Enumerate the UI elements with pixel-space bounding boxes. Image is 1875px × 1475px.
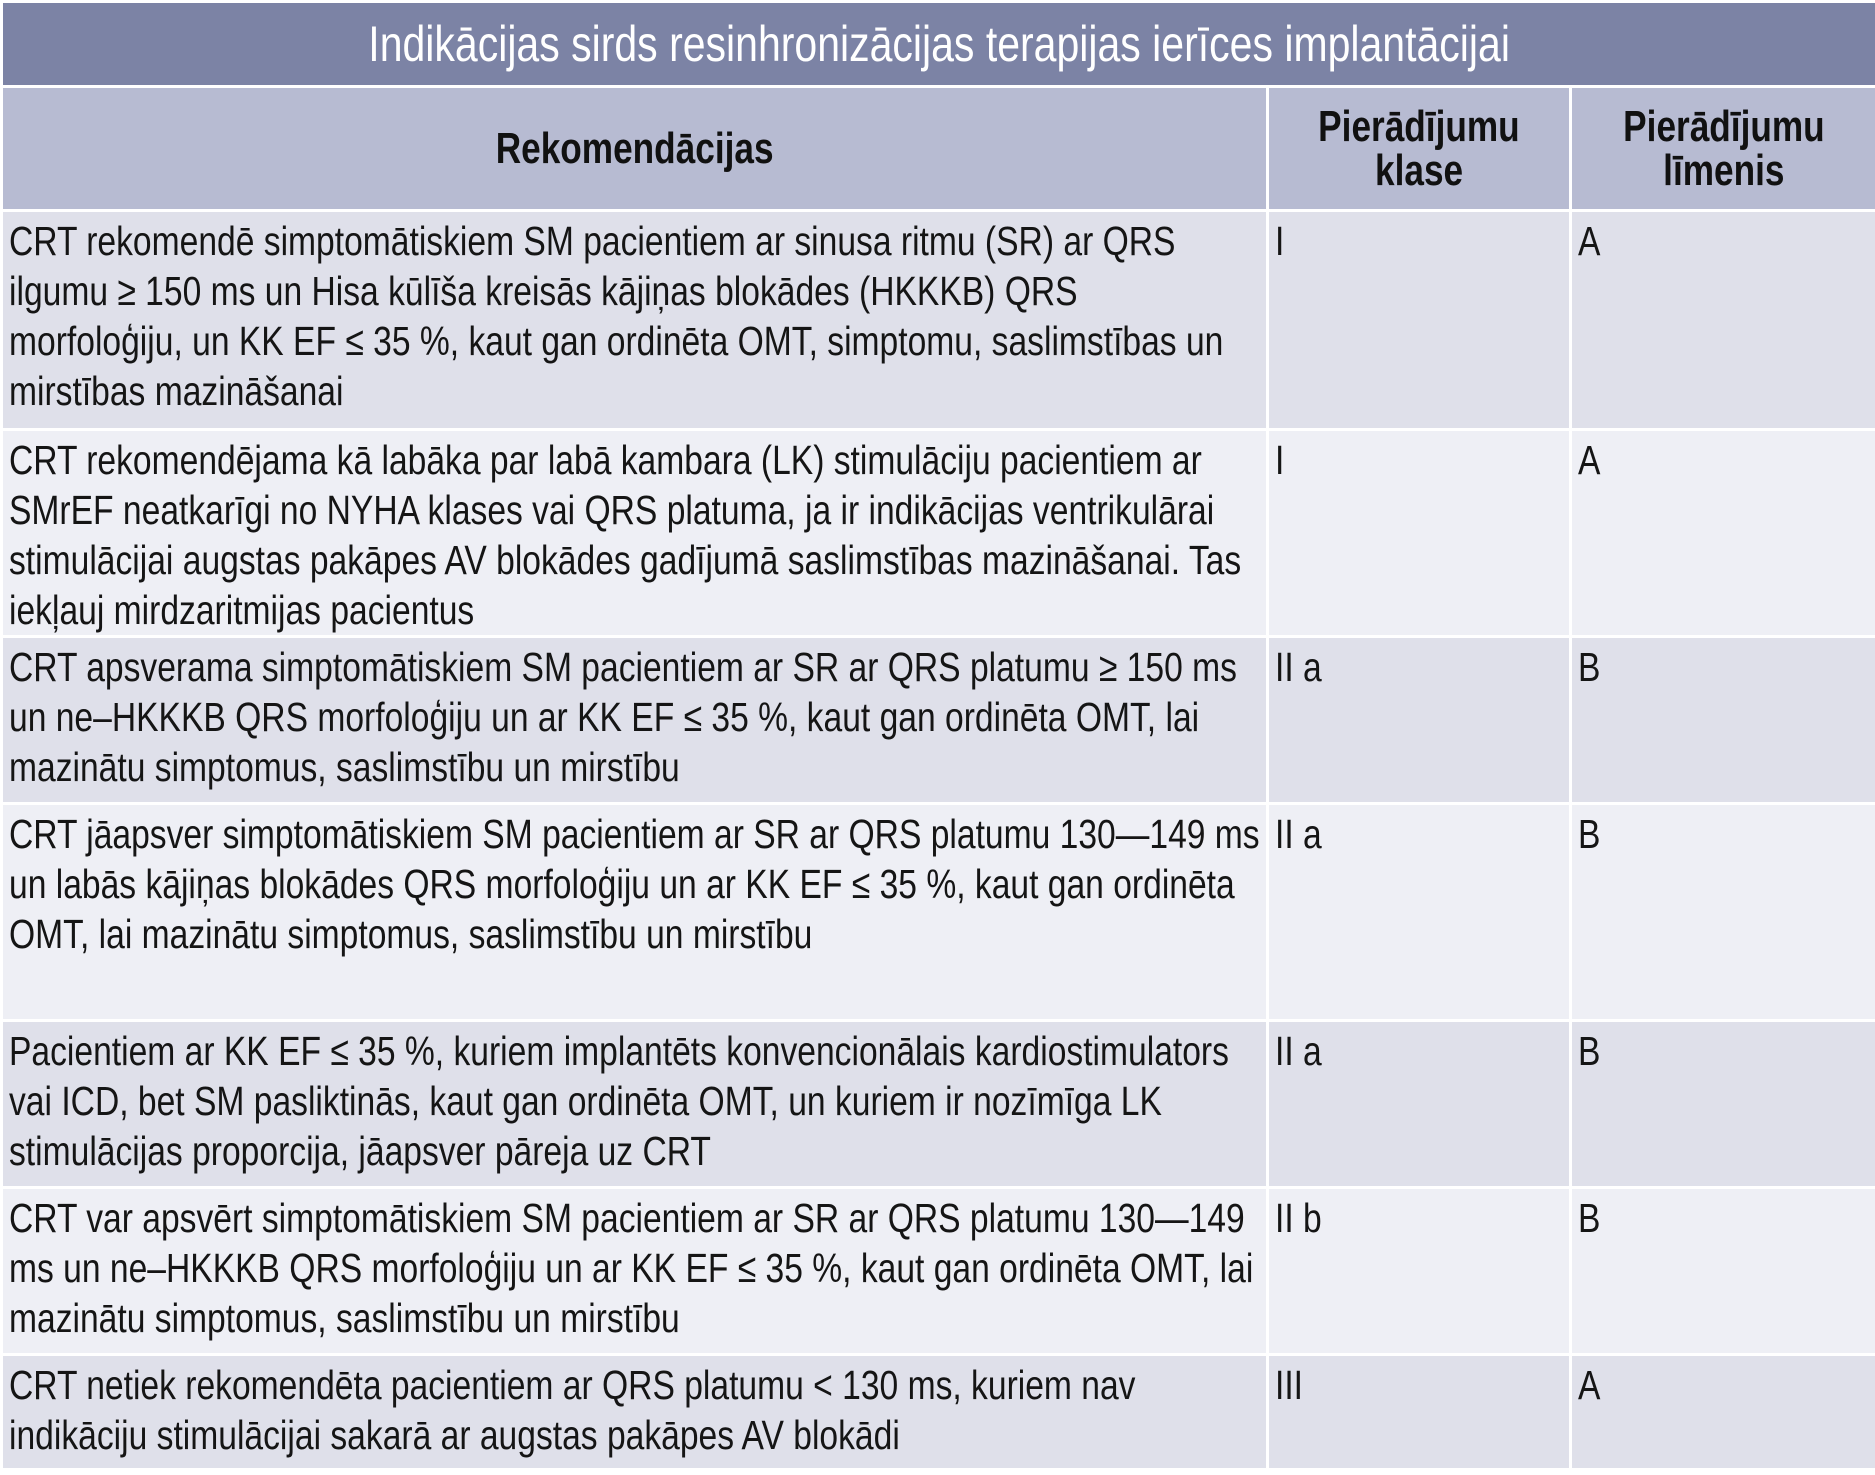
class-cell: III — [1269, 1356, 1569, 1468]
class-value: II a — [1275, 1028, 1322, 1074]
class-value: II b — [1275, 1195, 1322, 1241]
recommendation-cell: CRT netiek rekomendēta pacientiem ar QRS… — [3, 1356, 1266, 1468]
recommendation-text: CRT jāapsver simptomātiskiem SM pacienti… — [9, 811, 1260, 957]
class-value: II a — [1275, 811, 1322, 857]
level-value: A — [1578, 437, 1601, 483]
level-cell: A — [1572, 431, 1875, 635]
class-value: I — [1275, 437, 1285, 483]
recommendation-text: CRT apsverama simptomātiskiem SM pacient… — [9, 644, 1237, 790]
table-header-row: Rekomendācijas Pierādījumu klase Pierādī… — [3, 88, 1875, 209]
recommendation-text: CRT netiek rekomendēta pacientiem ar QRS… — [9, 1362, 1136, 1458]
table-row: CRT netiek rekomendēta pacientiem ar QRS… — [3, 1356, 1875, 1468]
header-recommendations: Rekomendācijas — [3, 88, 1266, 209]
class-value: I — [1275, 218, 1285, 264]
recommendation-text: Pacientiem ar KK EF ≤ 35 %, kuriem impla… — [9, 1028, 1229, 1174]
recommendation-cell: CRT rekomendē simptomātiskiem SM pacient… — [3, 212, 1266, 428]
class-value: II a — [1275, 644, 1322, 690]
level-cell: B — [1572, 1022, 1875, 1186]
header-evidence-level: Pierādījumu līmenis — [1572, 88, 1875, 209]
level-cell: A — [1572, 212, 1875, 428]
table-title-row: Indikācijas sirds resinhronizācijas tera… — [3, 3, 1875, 85]
level-cell: B — [1572, 1189, 1875, 1353]
table-row: CRT apsverama simptomātiskiem SM pacient… — [3, 638, 1875, 802]
table-title: Indikācijas sirds resinhronizācijas tera… — [3, 3, 1875, 85]
level-value: B — [1578, 1195, 1601, 1241]
table-row: CRT jāapsver simptomātiskiem SM pacienti… — [3, 805, 1875, 1019]
class-cell: II a — [1269, 805, 1569, 1019]
recommendation-cell: CRT apsverama simptomātiskiem SM pacient… — [3, 638, 1266, 802]
class-cell: I — [1269, 431, 1569, 635]
table-row: CRT var apsvērt simptomātiskiem SM pacie… — [3, 1189, 1875, 1353]
header-recommendations-label: Rekomendācijas — [495, 123, 774, 173]
level-cell: A — [1572, 1356, 1875, 1468]
header-class-line2: klase — [1374, 145, 1464, 195]
recommendation-text: CRT rekomendējama kā labāka par labā kam… — [9, 437, 1242, 633]
level-value: B — [1578, 811, 1601, 857]
recommendation-cell: CRT jāapsver simptomātiskiem SM pacienti… — [3, 805, 1266, 1019]
recommendation-text: CRT var apsvērt simptomātiskiem SM pacie… — [9, 1195, 1254, 1341]
level-value: A — [1578, 218, 1601, 264]
recommendation-text: CRT rekomendē simptomātiskiem SM pacient… — [9, 218, 1224, 414]
level-value: B — [1578, 644, 1601, 690]
table-row: CRT rekomendējama kā labāka par labā kam… — [3, 431, 1875, 635]
level-value: B — [1578, 1028, 1601, 1074]
header-level-line1: Pierādījumu — [1622, 101, 1825, 151]
recommendation-cell: CRT var apsvērt simptomātiskiem SM pacie… — [3, 1189, 1266, 1353]
class-cell: I — [1269, 212, 1569, 428]
class-cell: II b — [1269, 1189, 1569, 1353]
header-evidence-class: Pierādījumu klase — [1269, 88, 1569, 209]
table-title-text: Indikācijas sirds resinhronizācijas tera… — [368, 16, 1510, 72]
table-row: Pacientiem ar KK EF ≤ 35 %, kuriem impla… — [3, 1022, 1875, 1186]
class-cell: II a — [1269, 1022, 1569, 1186]
header-class-line1: Pierādījumu — [1318, 101, 1520, 151]
recommendation-cell: Pacientiem ar KK EF ≤ 35 %, kuriem impla… — [3, 1022, 1266, 1186]
level-cell: B — [1572, 805, 1875, 1019]
recommendation-cell: CRT rekomendējama kā labāka par labā kam… — [3, 431, 1266, 635]
level-value: A — [1578, 1362, 1601, 1408]
class-cell: II a — [1269, 638, 1569, 802]
header-level-line2: līmenis — [1662, 145, 1785, 195]
class-value: III — [1275, 1362, 1304, 1408]
level-cell: B — [1572, 638, 1875, 802]
table-row: CRT rekomendē simptomātiskiem SM pacient… — [3, 212, 1875, 428]
